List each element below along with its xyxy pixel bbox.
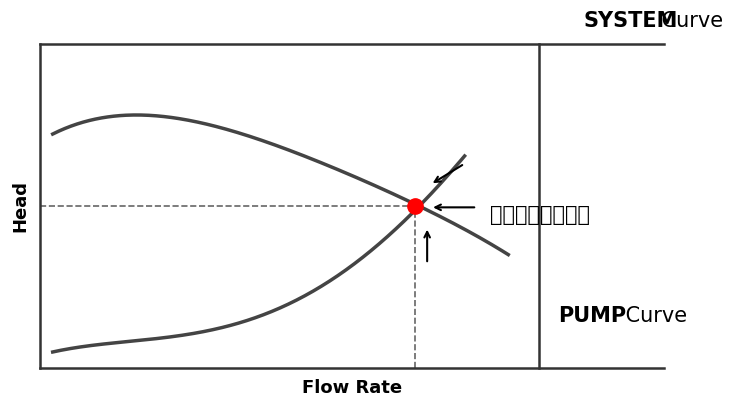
Text: จุดทำงาน: จุดทำงาน xyxy=(490,206,589,226)
Text: PUMP: PUMP xyxy=(558,306,626,326)
Text: Curve: Curve xyxy=(619,306,687,326)
Text: Curve: Curve xyxy=(655,11,723,31)
X-axis label: Flow Rate: Flow Rate xyxy=(302,379,402,397)
Y-axis label: Head: Head xyxy=(11,180,29,232)
Text: SYSTEM: SYSTEM xyxy=(583,11,678,31)
